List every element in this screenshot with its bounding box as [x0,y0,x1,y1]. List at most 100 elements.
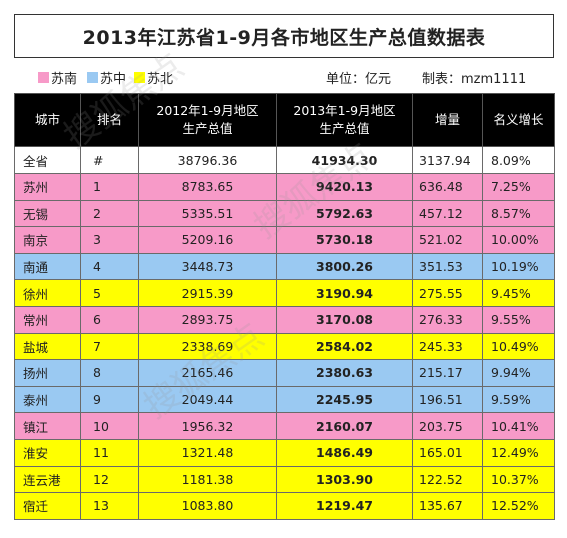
cell-gdp-2012: 5335.51 [138,199,277,228]
cell-increase: 351.53 [412,252,483,281]
cell-rank: # [80,146,139,174]
cell-rank: 4 [80,252,139,281]
cell-growth: 10.41% [482,412,555,440]
table-row: 扬州 8 2165.46 2380.63 215.17 9.94% [14,359,555,387]
gdp-table-sheet: 2013年江苏省1-9月各市地区生产总值数据表 苏南 苏中 苏北 单位：亿元 制… [14,14,555,532]
cell-gdp-2012: 2893.75 [138,305,277,334]
cell-gdp-2013: 9420.13 [276,173,413,201]
cell-rank: 3 [80,226,139,254]
unit-label: 单位：亿元 [326,72,392,87]
cell-gdp-2013: 41934.30 [276,146,413,174]
cell-increase: 245.33 [412,332,483,361]
cell-increase: 203.75 [412,412,483,440]
table-row: 宿迁 13 1083.80 1219.47 135.67 12.52% [14,492,555,520]
table-row: 南京 3 5209.16 5730.18 521.02 10.00% [14,226,555,254]
cell-gdp-2012: 2049.44 [138,385,277,414]
table-row: 徐州 5 2915.39 3190.94 275.55 9.45% [14,279,555,307]
table-row: 无锡 2 5335.51 5792.63 457.12 8.57% [14,199,555,228]
cell-gdp-2013: 5730.18 [276,226,413,254]
cell-increase: 122.52 [412,465,483,494]
cell-growth: 10.37% [482,465,555,494]
table-row: 淮安 11 1321.48 1486.49 165.01 12.49% [14,438,555,467]
cell-growth: 8.09% [482,146,555,174]
table-row: 连云港 12 1181.38 1303.90 122.52 10.37% [14,465,555,494]
table-title: 2013年江苏省1-9月各市地区生产总值数据表 [14,14,554,58]
cell-increase: 135.67 [412,492,483,520]
legend-item-sunan: 苏南 [38,68,77,87]
table-row-total: 全省 #38796.36 41934.30 3137.94 8.09% [14,146,555,174]
cell-growth: 9.45% [482,279,555,307]
legend-swatch-suzhong [87,72,98,83]
cell-city: 无锡 [14,199,81,228]
cell-rank: 6 [80,305,139,334]
cell-rank: 5 [80,279,139,307]
cell-increase: 636.48 [412,173,483,201]
table-row: 泰州 9 2049.44 2245.95 196.51 9.59% [14,385,555,414]
header-city: 城市 [14,93,81,147]
cell-gdp-2012: 38796.36 [138,146,277,174]
header-row: 城市 排名 2012年1-9月地区 生产总值 2013年1-9月地区 生产总值 … [14,93,555,147]
header-increase: 增量 [412,93,483,147]
cell-growth: 9.55% [482,305,555,334]
table-body: 全省 #38796.36 41934.30 3137.94 8.09% 苏州 1 8783.6… [14,146,555,520]
cell-increase: 276.33 [412,305,483,334]
cell-growth: 10.00% [482,226,555,254]
cell-gdp-2012: 1083.80 [138,492,277,520]
cell-gdp-2012: 5209.16 [138,226,277,254]
cell-rank: 2 [80,199,139,228]
header-gdp-2012: 2012年1-9月地区 生产总值 [138,93,277,147]
cell-city: 扬州 [14,359,81,387]
cell-gdp-2013: 1486.49 [276,438,413,467]
cell-gdp-2013: 3170.08 [276,305,413,334]
cell-gdp-2013: 2380.63 [276,359,413,387]
cell-increase: 3137.94 [412,146,483,174]
cell-city: 泰州 [14,385,81,414]
cell-increase: 196.51 [412,385,483,414]
legend-bar: 苏南 苏中 苏北 单位：亿元 制表：mzm1111 [14,64,554,88]
cell-increase: 457.12 [412,199,483,228]
cell-gdp-2013: 3190.94 [276,279,413,307]
table-row: 盐城 7 2338.69 2584.02 245.33 10.49% [14,332,555,361]
gdp-table: 城市 排名 2012年1-9月地区 生产总值 2013年1-9月地区 生产总值 … [14,93,555,520]
cell-increase: 521.02 [412,226,483,254]
cell-city: 连云港 [14,465,81,494]
legend-item-subei: 苏北 [134,68,173,87]
legend-label-suzhong: 苏中 [100,72,127,87]
cell-increase: 275.55 [412,279,483,307]
cell-gdp-2012: 2915.39 [138,279,277,307]
cell-gdp-2012: 3448.73 [138,252,277,281]
cell-gdp-2013: 2245.95 [276,385,413,414]
table-row: 镇江 10 1956.32 2160.07 203.75 10.41% [14,412,555,440]
cell-city: 盐城 [14,332,81,361]
cell-gdp-2012: 1181.38 [138,465,277,494]
cell-city: 常州 [14,305,81,334]
cell-gdp-2013: 2160.07 [276,412,413,440]
cell-rank: 13 [80,492,139,520]
cell-gdp-2013: 5792.63 [276,199,413,228]
cell-increase: 165.01 [412,438,483,467]
cell-city: 镇江 [14,412,81,440]
cell-growth: 9.59% [482,385,555,414]
header-gdp-2013: 2013年1-9月地区 生产总值 [276,93,413,147]
maker-label: 制表：mzm1111 [422,72,527,87]
table-row: 常州 6 2893.75 3170.08 276.33 9.55% [14,305,555,334]
cell-rank: 9 [80,385,139,414]
cell-growth: 12.49% [482,438,555,467]
cell-rank: 1 [80,173,139,201]
cell-growth: 12.52% [482,492,555,520]
cell-gdp-2013: 1219.47 [276,492,413,520]
cell-rank: 7 [80,332,139,361]
cell-rank: 12 [80,465,139,494]
cell-gdp-2012: 2165.46 [138,359,277,387]
cell-gdp-2012: 1321.48 [138,438,277,467]
cell-growth: 10.49% [482,332,555,361]
legend-label-subei: 苏北 [147,72,174,87]
cell-city: 宿迁 [14,492,81,520]
table-row: 苏州 1 8783.65 9420.13 636.48 7.25% [14,173,555,201]
cell-rank: 10 [80,412,139,440]
cell-growth: 9.94% [482,359,555,387]
header-growth: 名义增长 [482,93,555,147]
legend-label-sunan: 苏南 [51,72,78,87]
cell-growth: 7.25% [482,173,555,201]
cell-gdp-2012: 2338.69 [138,332,277,361]
